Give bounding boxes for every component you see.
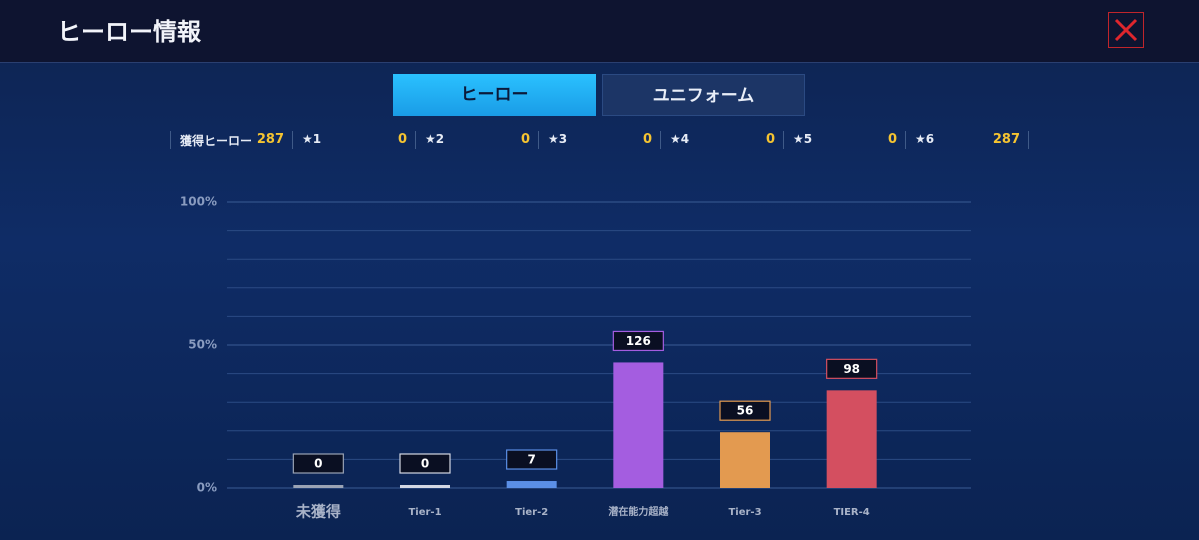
value-label: 0 bbox=[292, 453, 344, 474]
bar bbox=[826, 390, 877, 488]
bar bbox=[506, 481, 557, 488]
value-label-box bbox=[719, 400, 771, 421]
bar bbox=[613, 362, 664, 488]
value-label-text: 0 bbox=[421, 457, 429, 471]
value-label-text: 56 bbox=[737, 404, 754, 418]
bar bbox=[720, 432, 770, 488]
separator bbox=[415, 131, 416, 149]
value-label-text: 126 bbox=[626, 334, 651, 348]
separator bbox=[1028, 131, 1029, 149]
summary-value: 287 bbox=[256, 132, 284, 147]
x-tick-label: TIER-4 bbox=[834, 507, 870, 518]
value-label-box bbox=[612, 330, 664, 352]
summary-value: 0 bbox=[397, 132, 407, 147]
close-button[interactable] bbox=[1108, 12, 1144, 48]
value-label: 56 bbox=[719, 400, 771, 421]
tab[interactable]: ユニフォーム bbox=[602, 74, 805, 116]
summary-label: ★1 bbox=[302, 132, 322, 146]
summary-value: 0 bbox=[887, 132, 897, 147]
summary-label: ★5 bbox=[793, 132, 813, 146]
value-label-text: 7 bbox=[527, 453, 535, 467]
summary-label: ★2 bbox=[425, 132, 445, 146]
summary-value: 0 bbox=[642, 132, 652, 147]
value-label: 126 bbox=[612, 330, 664, 352]
x-tick-label: Tier-3 bbox=[728, 507, 761, 518]
value-label-text: 0 bbox=[314, 457, 322, 471]
x-tick-label: 潜在能力超越 bbox=[608, 505, 669, 518]
value-label: 98 bbox=[826, 358, 878, 379]
x-tick-label: 未獲得 bbox=[295, 503, 341, 521]
summary-label: ★4 bbox=[670, 132, 690, 146]
summary-value: 287 bbox=[992, 132, 1020, 147]
separator bbox=[170, 131, 171, 149]
x-tick-label: Tier-1 bbox=[408, 507, 441, 518]
bar bbox=[293, 485, 344, 488]
y-tick-label: 0% bbox=[197, 481, 217, 495]
separator bbox=[660, 131, 661, 149]
value-label-box bbox=[292, 453, 344, 474]
summary-label: 獲得ヒーロー bbox=[180, 134, 253, 148]
tab[interactable]: ヒーロー bbox=[393, 74, 596, 116]
y-tick-label: 50% bbox=[188, 338, 217, 352]
separator bbox=[905, 131, 906, 149]
close-icon bbox=[1114, 18, 1138, 42]
x-tick-label: Tier-2 bbox=[515, 507, 548, 518]
title: ヒーロー情報 bbox=[57, 18, 201, 46]
separator bbox=[538, 131, 539, 149]
y-tick-label: 100% bbox=[180, 195, 217, 209]
value-label-text: 98 bbox=[843, 362, 860, 376]
header: ヒーロー情報 bbox=[0, 0, 1199, 63]
summary-value: 0 bbox=[765, 132, 775, 147]
value-label-box bbox=[399, 453, 451, 474]
separator bbox=[783, 131, 784, 149]
summary-label: ★3 bbox=[548, 132, 568, 146]
value-label-box bbox=[826, 358, 878, 379]
separator bbox=[292, 131, 293, 149]
bar bbox=[400, 485, 450, 488]
value-label: 7 bbox=[506, 449, 558, 470]
summary-value: 0 bbox=[520, 132, 530, 147]
summary-label: ★6 bbox=[915, 132, 935, 146]
value-label: 0 bbox=[399, 453, 451, 474]
value-label-box bbox=[506, 449, 558, 470]
